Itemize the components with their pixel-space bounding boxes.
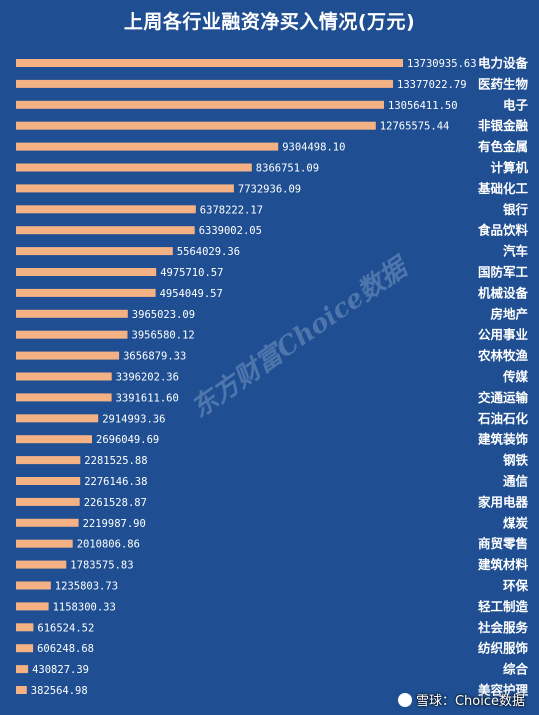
category-label-11: 机械设备 (478, 285, 529, 300)
bar-24 (16, 560, 67, 569)
value-label-5: 8366751.09 (256, 163, 319, 175)
bar-21 (16, 497, 80, 506)
bar-19 (16, 456, 81, 465)
value-label-10: 4975710.57 (160, 267, 223, 279)
value-label-27: 616524.52 (37, 622, 94, 634)
bar-1 (16, 79, 393, 88)
category-label-27: 社会服务 (477, 620, 529, 635)
bar-12 (16, 309, 128, 318)
category-label-13: 公用事业 (478, 327, 529, 342)
category-label-28: 纺织服饰 (478, 641, 529, 656)
bar-25 (16, 581, 51, 590)
category-label-20: 通信 (503, 474, 529, 489)
category-label-3: 非银金融 (478, 118, 529, 133)
credit-text: 雪球：Choice数据 (415, 694, 525, 709)
category-label-7: 银行 (503, 202, 529, 217)
category-label-18: 建筑装饰 (478, 432, 529, 447)
bar-29 (16, 665, 29, 674)
bar-14 (16, 351, 120, 360)
category-label-14: 农林牧渔 (477, 348, 529, 363)
bar-9 (16, 247, 173, 256)
category-label-26: 轻工制造 (478, 599, 529, 614)
value-label-20: 2276146.38 (84, 476, 147, 488)
category-label-23: 商贸零售 (478, 536, 528, 551)
category-label-24: 建筑材料 (478, 557, 529, 572)
bar-0 (16, 59, 403, 67)
category-label-29: 综合 (503, 662, 529, 677)
value-label-8: 6339002.05 (199, 225, 262, 237)
value-label-30: 382564.98 (31, 685, 88, 697)
value-label-23: 2010806.86 (77, 539, 140, 551)
category-label-5: 计算机 (490, 160, 528, 175)
bar-17 (16, 414, 99, 423)
bar-3 (16, 121, 376, 130)
value-label-9: 5564029.36 (177, 246, 240, 258)
value-label-2: 13056411.50 (388, 100, 458, 112)
value-label-14: 3656879.33 (123, 351, 186, 363)
bar-13 (16, 330, 128, 339)
bar-26 (16, 602, 49, 611)
category-label-15: 传媒 (502, 369, 529, 384)
category-label-19: 钢铁 (503, 453, 529, 468)
bar-20 (16, 477, 81, 485)
bar-16 (16, 393, 112, 402)
bar-28 (16, 644, 34, 653)
category-label-25: 环保 (503, 578, 529, 593)
category-label-12: 房地产 (490, 306, 528, 321)
value-label-28: 606248.68 (37, 643, 94, 655)
value-label-25: 1235803.73 (55, 581, 118, 593)
category-label-2: 电子 (503, 97, 529, 112)
snowball-logo-icon (397, 693, 412, 707)
category-label-0: 电力设备 (478, 56, 529, 71)
bar-22 (16, 518, 79, 527)
value-label-7: 6378222.17 (200, 204, 263, 216)
chart-title: 上周各行业融资净买入情况(万元) (123, 11, 416, 33)
category-label-8: 食品饮料 (477, 223, 529, 238)
value-label-0: 13730935.63 (407, 58, 477, 70)
value-label-19: 2281525.88 (84, 455, 147, 467)
value-label-17: 2914993.36 (102, 413, 165, 425)
value-label-22: 2219987.90 (83, 518, 146, 530)
bar-18 (16, 435, 92, 444)
bar-2 (16, 100, 384, 109)
category-label-6: 基础化工 (477, 181, 529, 196)
category-label-9: 汽车 (503, 244, 529, 259)
category-label-22: 煤炭 (503, 515, 529, 530)
value-label-24: 1783575.83 (70, 560, 133, 572)
category-label-10: 国防军工 (478, 265, 529, 280)
category-label-30: 美容护理 (478, 683, 529, 698)
bar-11 (16, 288, 156, 297)
value-label-15: 3396202.36 (116, 372, 179, 384)
value-label-29: 430827.39 (32, 664, 89, 676)
bar-5 (16, 163, 252, 172)
bar-8 (16, 226, 195, 235)
bar-27 (16, 623, 34, 632)
value-label-13: 3956580.12 (132, 330, 195, 342)
source-credit: 雪球：Choice数据 (397, 690, 525, 709)
value-label-4: 9304498.10 (282, 142, 345, 154)
bar-15 (16, 372, 112, 381)
category-label-1: 医药生物 (478, 76, 529, 91)
value-label-12: 3965023.09 (132, 309, 195, 321)
bar-7 (16, 205, 196, 214)
category-label-16: 交通运输 (478, 390, 529, 405)
bar-6 (16, 184, 234, 193)
category-label-21: 家用电器 (478, 494, 529, 509)
bar-23 (16, 539, 73, 548)
value-label-18: 2696049.69 (96, 434, 159, 446)
category-label-4: 有色金属 (478, 139, 528, 154)
bar-4 (16, 142, 279, 151)
value-label-21: 2261528.87 (84, 497, 147, 509)
bar-10 (16, 268, 157, 276)
value-label-1: 13377022.79 (397, 79, 467, 91)
value-label-6: 7732936.09 (238, 183, 301, 195)
value-label-16: 3391611.60 (116, 392, 179, 404)
value-label-26: 1158300.33 (53, 601, 116, 613)
value-label-11: 4954049.57 (160, 288, 223, 300)
category-label-17: 石油石化 (477, 411, 529, 426)
bar-30 (16, 686, 27, 694)
value-label-3: 12765575.44 (380, 121, 450, 133)
